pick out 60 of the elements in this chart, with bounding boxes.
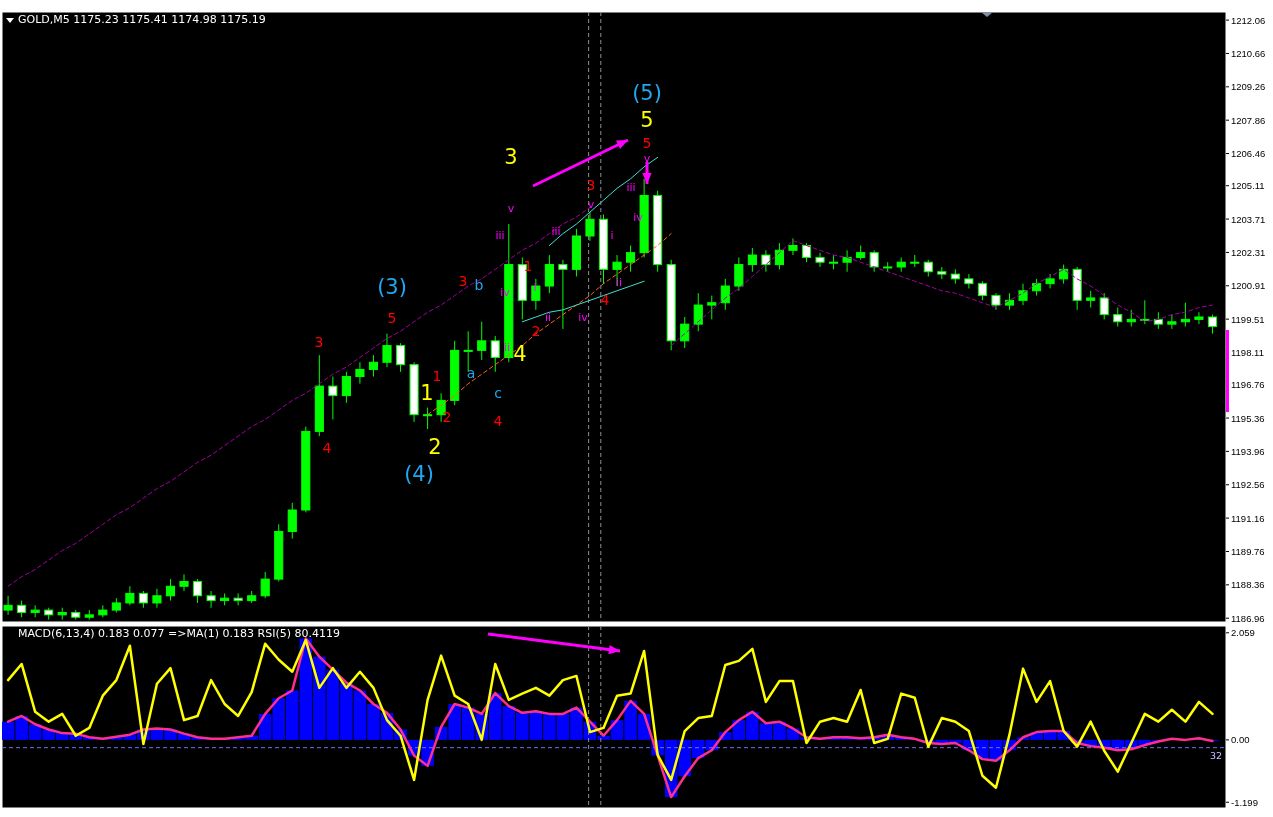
y-tick-label: 1199.51 bbox=[1231, 313, 1265, 325]
annotation: iii bbox=[626, 180, 636, 194]
annotation: 4 bbox=[513, 342, 527, 366]
y-tick-label: 1212.06 bbox=[1231, 14, 1266, 26]
y-tick-label: 1202.31 bbox=[1231, 246, 1266, 258]
annotation: 3 bbox=[458, 273, 468, 289]
y-tick-label: 1198.11 bbox=[1231, 347, 1264, 358]
y-tick-label: 1192.56 bbox=[1231, 479, 1265, 491]
y-tick-label: -1.199 bbox=[1231, 796, 1258, 808]
y-tick-label: 1189.76 bbox=[1231, 545, 1265, 557]
chart-title: GOLD,M5 1175.23 1175.41 1174.98 1175.19 bbox=[18, 13, 266, 26]
annotation: 1 bbox=[432, 368, 442, 384]
annotation: ii bbox=[615, 275, 623, 289]
annotation: i bbox=[533, 280, 537, 294]
annotation: 2 bbox=[531, 323, 541, 339]
annotation: (5) bbox=[632, 81, 662, 105]
annotation: 4 bbox=[600, 292, 610, 308]
y-tick-label: 2.059 bbox=[1231, 627, 1255, 639]
annotation: v bbox=[587, 197, 595, 211]
annotation: (3) bbox=[377, 275, 407, 299]
annotation: 3 bbox=[314, 334, 324, 350]
annotation: 3 bbox=[504, 145, 518, 169]
y-tick-label: 1205.11 bbox=[1231, 180, 1265, 192]
annotation: 2 bbox=[428, 435, 442, 459]
annotation: ii bbox=[503, 340, 511, 354]
y-tick-label: 1207.86 bbox=[1231, 114, 1266, 126]
annotation: 1 bbox=[523, 258, 533, 274]
annotation: i bbox=[610, 228, 614, 242]
annotation: b bbox=[474, 277, 484, 293]
annotation: v bbox=[643, 151, 651, 165]
annotation: 5 bbox=[387, 310, 397, 326]
y-tick-label: 1193.96 bbox=[1231, 445, 1265, 457]
annotation: iii bbox=[495, 228, 505, 242]
y-tick-label: 1210.66 bbox=[1231, 47, 1266, 59]
annotation: 5 bbox=[640, 108, 654, 132]
annotation: 3 bbox=[586, 177, 596, 193]
annotation: iii bbox=[551, 224, 561, 238]
annotation: 5 bbox=[642, 135, 652, 151]
y-tick-label: 1188.36 bbox=[1231, 579, 1265, 591]
y-tick-label: 1196.76 bbox=[1231, 379, 1265, 391]
y-tick-label: 1200.91 bbox=[1231, 280, 1266, 292]
y-tick-label: 1195.36 bbox=[1231, 412, 1265, 424]
y-tick-label: 1203.71 bbox=[1231, 213, 1266, 225]
annotation: 4 bbox=[322, 440, 332, 456]
y-tick-label: 1209.26 bbox=[1231, 81, 1266, 93]
annotation: a bbox=[466, 365, 476, 381]
y-tick-label: 1186.96 bbox=[1231, 612, 1265, 624]
annotation: v bbox=[507, 201, 515, 215]
chart-title: MACD(6,13,4) 0.183 0.077 =>MA(1) 0.183 RSI(5) 80.4119 bbox=[18, 627, 340, 640]
annotation: c bbox=[494, 385, 502, 401]
annotation: 4 bbox=[493, 413, 503, 429]
annotation: 1 bbox=[420, 381, 434, 405]
annotation: ii bbox=[544, 310, 552, 324]
y-tick-label: 0.00 bbox=[1231, 734, 1250, 746]
annotation: iv bbox=[578, 310, 589, 324]
annotation: (4) bbox=[404, 462, 434, 486]
annotation: 32 bbox=[1209, 749, 1223, 761]
y-tick-label: 1191.16 bbox=[1231, 512, 1265, 524]
annotation: 2 bbox=[442, 409, 452, 425]
y-tick-label: 1206.46 bbox=[1231, 148, 1266, 160]
